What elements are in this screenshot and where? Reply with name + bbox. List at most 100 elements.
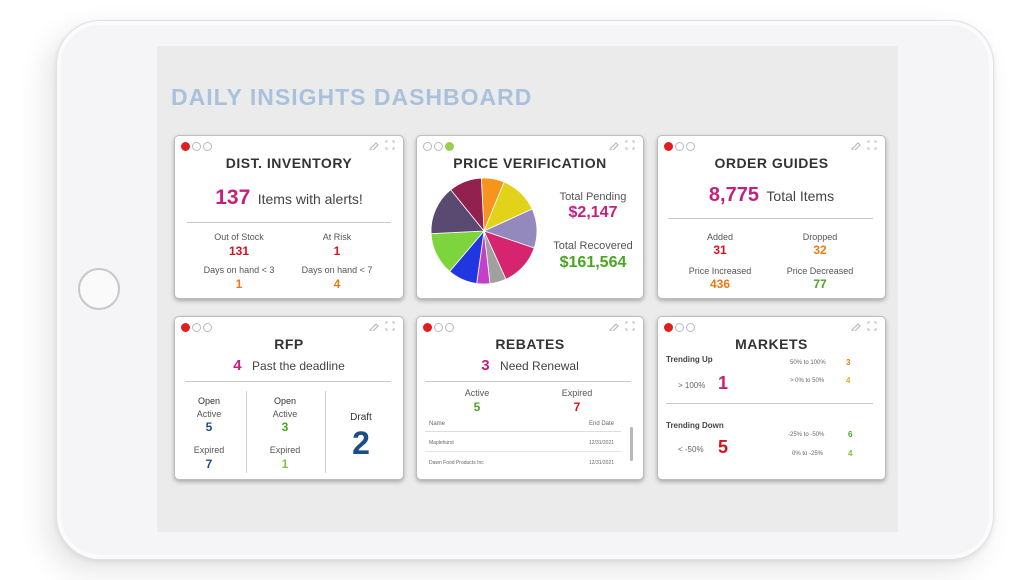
card-title: RFP — [274, 336, 304, 352]
minimize-dot-icon[interactable] — [192, 142, 201, 151]
up-range-2: > 0% to 50% — [790, 378, 825, 384]
days-lt3-label: Days on hand < 3 — [203, 265, 275, 275]
pending-value[interactable]: $2,147 — [568, 204, 618, 221]
card-title: ORDER GUIDES — [714, 155, 829, 171]
at-risk-value[interactable]: 1 — [333, 244, 341, 258]
price-decreased-value[interactable]: 77 — [813, 277, 827, 291]
edit-pencil-icon[interactable] — [369, 140, 379, 150]
expired-label: Expired — [561, 388, 593, 398]
window-controls — [664, 142, 695, 151]
price-increased-value[interactable]: 436 — [709, 277, 731, 291]
price-decreased-label: Price Decreased — [786, 266, 854, 276]
minimize-dot-icon[interactable] — [434, 142, 443, 151]
edit-pencil-icon[interactable] — [851, 321, 861, 331]
card-dist-inventory: DIST. INVENTORY 137 Items with alerts! O… — [174, 135, 404, 299]
at-risk-label: At Risk — [322, 232, 352, 242]
added-value[interactable]: 31 — [713, 243, 727, 257]
col2-active-value[interactable]: 3 — [281, 420, 289, 434]
draft-value[interactable]: 2 — [352, 425, 370, 461]
edit-pencil-icon[interactable] — [609, 321, 619, 331]
trending-down-range: < -50% — [678, 445, 704, 454]
col1-expired-label: Expired — [193, 445, 225, 455]
pie-slice[interactable] — [450, 177, 485, 233]
card-rfp: RFP 4 Past the deadline Open Active 5 Ex… — [174, 316, 404, 480]
days-lt3-value[interactable]: 1 — [235, 277, 243, 291]
expand-icon[interactable] — [385, 140, 395, 150]
maximize-dot-icon[interactable] — [686, 142, 695, 151]
card-price-verification: PRICE VERIFICATION Total Pending $2,147 … — [416, 135, 644, 299]
home-button[interactable] — [78, 268, 120, 310]
up-value-2[interactable]: 4 — [846, 376, 851, 385]
col1-active-label: Active — [196, 409, 222, 419]
out-of-stock-value[interactable]: 131 — [228, 244, 250, 258]
close-dot-icon[interactable] — [664, 323, 673, 332]
expand-icon[interactable] — [867, 140, 877, 150]
items-summary: 8,775 Total Items — [658, 184, 885, 207]
trending-down-label: Trending Down — [666, 421, 724, 430]
row-name: Dawn Food Products Inc — [429, 460, 484, 466]
active-value[interactable]: 5 — [473, 400, 481, 414]
expand-icon[interactable] — [625, 140, 635, 150]
price-increased-label: Price Increased — [688, 266, 752, 276]
col-name-header[interactable]: Name — [429, 421, 446, 427]
close-dot-icon[interactable] — [423, 323, 432, 332]
expand-icon[interactable] — [867, 321, 877, 331]
minimize-dot-icon[interactable] — [434, 323, 443, 332]
col1-active-value[interactable]: 5 — [205, 420, 213, 434]
alerts-label: Items with alerts! — [257, 191, 363, 207]
up-value-1[interactable]: 3 — [846, 358, 851, 367]
card-title: PRICE VERIFICATION — [453, 155, 607, 171]
edit-pencil-icon[interactable] — [609, 140, 619, 150]
dropped-value[interactable]: 32 — [813, 243, 827, 257]
added-label: Added — [706, 232, 734, 242]
trending-down-count[interactable]: 5 — [718, 437, 729, 457]
maximize-dot-icon[interactable] — [203, 323, 212, 332]
divider — [185, 381, 391, 382]
minimize-dot-icon[interactable] — [675, 142, 684, 151]
edit-pencil-icon[interactable] — [851, 140, 861, 150]
active-label: Active — [464, 388, 490, 398]
divider — [425, 381, 631, 382]
down-value-2[interactable]: 4 — [848, 449, 853, 458]
deadline-summary: 4 Past the deadline — [175, 357, 403, 375]
down-range-2: 0% to -25% — [792, 451, 824, 457]
dashboard-title: DAILY INSIGHTS DASHBOARD — [171, 84, 533, 110]
pending-label: Total Pending — [559, 191, 627, 203]
edit-pencil-icon[interactable] — [369, 321, 379, 331]
row-divider — [425, 451, 621, 452]
items-count: 8,775 — [708, 184, 759, 206]
price-pie-chart — [430, 177, 538, 285]
pie-slice[interactable] — [430, 189, 485, 235]
trending-up-label: Trending Up — [666, 355, 713, 364]
maximize-dot-icon[interactable] — [445, 323, 454, 332]
days-lt7-value[interactable]: 4 — [333, 277, 341, 291]
col2-active-label: Active — [272, 409, 298, 419]
minimize-dot-icon[interactable] — [675, 323, 684, 332]
expand-icon[interactable] — [385, 321, 395, 331]
draft-label: Draft — [350, 412, 372, 423]
col-end-header[interactable]: End Date — [589, 421, 615, 427]
close-dot-icon[interactable] — [423, 142, 432, 151]
close-dot-icon[interactable] — [181, 142, 190, 151]
col2-expired-label: Expired — [269, 445, 301, 455]
close-dot-icon[interactable] — [664, 142, 673, 151]
minimize-dot-icon[interactable] — [192, 323, 201, 332]
maximize-dot-icon[interactable] — [203, 142, 212, 151]
table-scrollbar[interactable] — [630, 427, 633, 461]
maximize-dot-icon[interactable] — [686, 323, 695, 332]
col1-expired-value[interactable]: 7 — [205, 457, 213, 471]
down-value-1[interactable]: 6 — [848, 430, 853, 439]
days-lt7-label: Days on hand < 7 — [301, 265, 373, 275]
divider — [666, 403, 873, 404]
renewal-summary: 3 Need Renewal — [417, 357, 643, 375]
trending-up-range: > 100% — [678, 381, 706, 390]
col2-expired-value[interactable]: 1 — [281, 457, 289, 471]
table-header-divider — [425, 431, 621, 432]
recovered-value[interactable]: $161,564 — [559, 254, 627, 271]
expand-icon[interactable] — [625, 321, 635, 331]
expired-value[interactable]: 7 — [573, 400, 581, 414]
column-divider — [246, 391, 247, 473]
maximize-dot-icon[interactable] — [445, 142, 454, 151]
close-dot-icon[interactable] — [181, 323, 190, 332]
trending-up-count[interactable]: 1 — [718, 373, 729, 393]
